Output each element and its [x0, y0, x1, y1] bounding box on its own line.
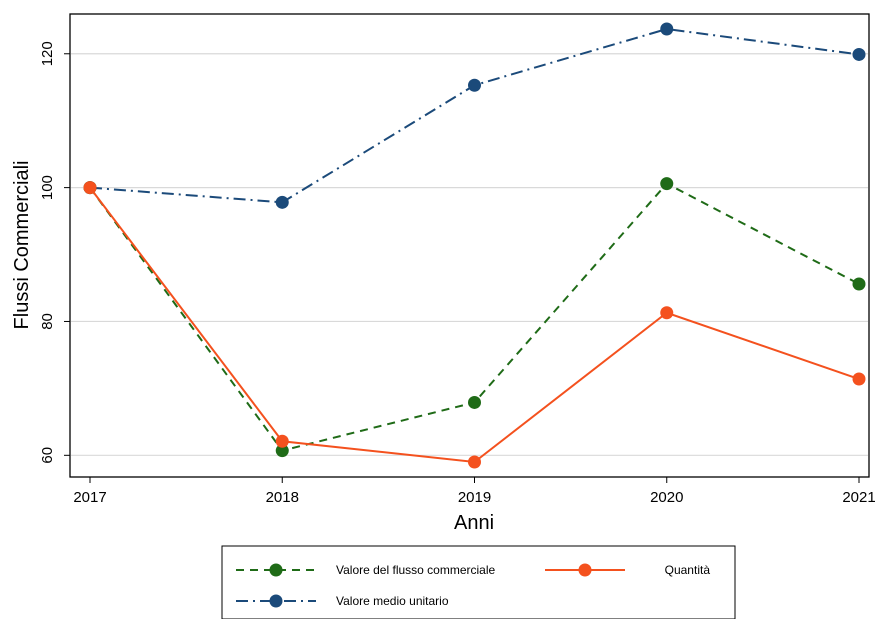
data-point	[852, 372, 866, 386]
data-point	[852, 277, 866, 291]
data-point	[275, 444, 289, 458]
legend-swatch-marker	[269, 594, 283, 608]
legend-item: Quantità	[545, 563, 710, 577]
axis-ticks: 60 80 100 120 2017 2018 2019 2020 2021	[39, 41, 876, 506]
x-tick-label: 2021	[842, 489, 875, 506]
legend-swatch-marker	[269, 563, 283, 577]
y-tick-label: 60	[39, 447, 56, 464]
series-lines	[83, 22, 866, 469]
y-axis-title: Flussi Commerciali	[11, 161, 33, 330]
data-point	[852, 47, 866, 61]
legend-label: Valore del flusso commerciale	[336, 563, 496, 577]
legend-item: Valore medio unitario	[236, 594, 449, 608]
legend-box	[221, 545, 736, 619]
x-axis-title: Anni	[454, 512, 494, 534]
legend-label: Valore medio unitario	[336, 594, 449, 608]
legend-item: Valore del flusso commerciale	[236, 563, 496, 577]
data-point	[468, 455, 481, 469]
series-2	[83, 181, 866, 469]
legend-items: Valore del flusso commerciale Quantità Val…	[236, 563, 710, 608]
y-tick-label: 80	[39, 313, 56, 330]
data-point	[83, 181, 97, 195]
x-tick-label: 2019	[458, 489, 491, 506]
data-point	[660, 306, 674, 320]
data-point	[275, 195, 289, 209]
x-tick-label: 2017	[73, 489, 106, 506]
legend: Valore del flusso commerciale Quantità Val…	[221, 545, 736, 619]
data-point	[468, 395, 481, 409]
data-point	[468, 78, 481, 92]
legend-label: Quantità	[665, 563, 711, 577]
data-point	[275, 434, 289, 448]
legend-swatch-marker	[578, 563, 592, 577]
x-tick-label: 2020	[650, 489, 683, 506]
y-tick-label: 100	[39, 175, 56, 200]
y-tick-label: 120	[39, 41, 56, 66]
x-tick-label: 2018	[266, 489, 299, 506]
series-1	[83, 177, 866, 458]
gridlines	[71, 53, 868, 456]
data-point	[660, 177, 674, 191]
data-point	[660, 22, 674, 36]
